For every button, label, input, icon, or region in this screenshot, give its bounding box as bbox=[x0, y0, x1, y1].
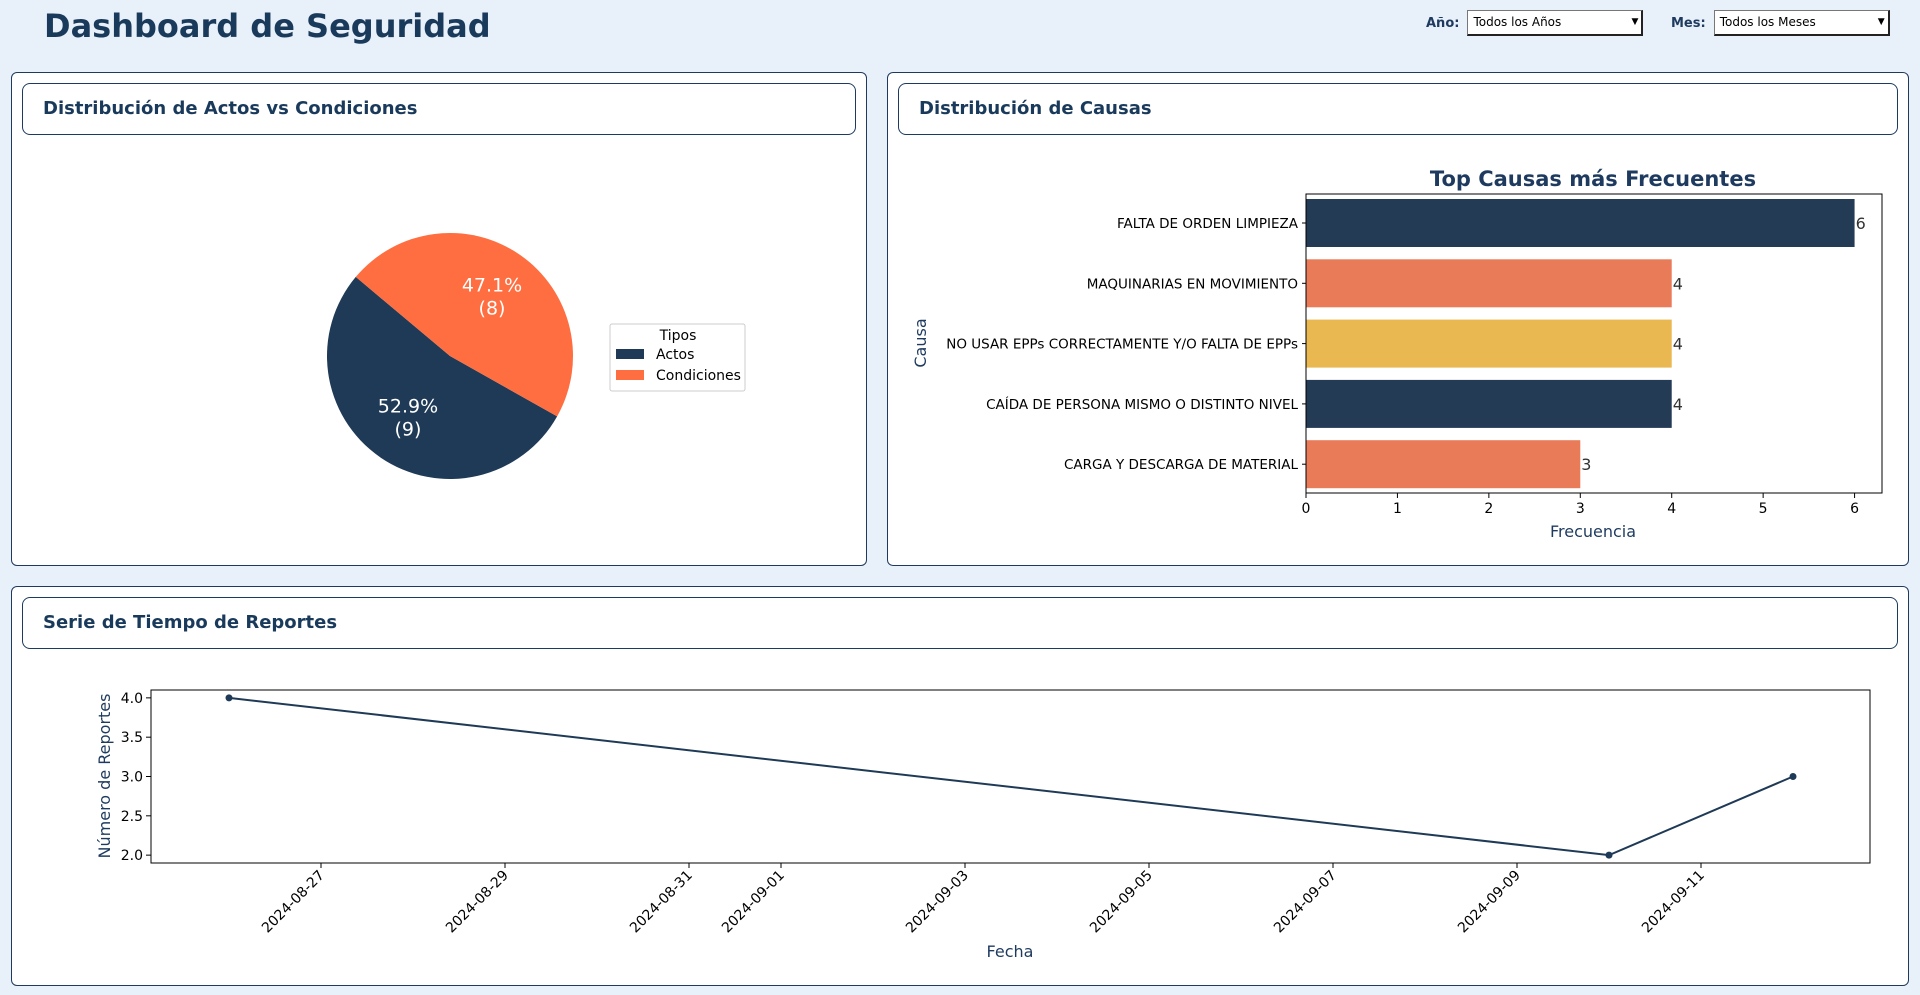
year-select-value: Todos los Años bbox=[1473, 15, 1562, 29]
month-filter: Mes: Todos los Meses ▼ bbox=[1671, 10, 1890, 36]
line-x-tick-label: 2024-09-03 bbox=[903, 868, 972, 937]
pie-percent-label: 47.1% bbox=[462, 274, 522, 296]
line-x-tick-label: 2024-09-07 bbox=[1271, 868, 1340, 937]
line-y-tick-label: 4.0 bbox=[121, 691, 143, 707]
line-point bbox=[1789, 773, 1797, 780]
legend-label-condiciones: Condiciones bbox=[656, 368, 741, 384]
line-y-tick-label: 2.5 bbox=[121, 809, 143, 825]
series-line bbox=[228, 696, 1794, 857]
bar-value-label: 4 bbox=[1673, 335, 1683, 354]
bar-5 bbox=[1306, 440, 1581, 489]
bar-panel: Distribución de Causas Top Causas más Fr… bbox=[887, 72, 1909, 566]
line-x-tick-label: 2024-09-11 bbox=[1639, 868, 1708, 937]
bar-x-tick-label: 5 bbox=[1759, 501, 1768, 517]
line-axes-frame bbox=[150, 689, 1871, 864]
pie-count-label: (9) bbox=[395, 419, 422, 441]
line-y-tick-label: 3.5 bbox=[121, 730, 143, 746]
bar-value-label: 6 bbox=[1856, 214, 1866, 233]
bar-x-tick-label: 3 bbox=[1576, 501, 1585, 517]
pie-slice-condiciones bbox=[355, 232, 573, 417]
bar-x-tick-label: 1 bbox=[1393, 501, 1402, 517]
bar-value-label: 4 bbox=[1673, 274, 1683, 293]
bar-category-label: MAQUINARIAS EN MOVIMIENTO bbox=[1087, 276, 1298, 292]
year-select[interactable]: Todos los Años ▼ bbox=[1467, 10, 1644, 36]
bar-category-label: FALTA DE ORDEN LIMPIEZA bbox=[1117, 216, 1299, 232]
pie-slice-actos bbox=[327, 276, 558, 479]
bar-value-label: 4 bbox=[1673, 395, 1683, 414]
month-select[interactable]: Todos los Meses ▼ bbox=[1713, 10, 1890, 36]
bar-chart-title: Top Causas más Frecuentes bbox=[1430, 167, 1756, 191]
bar-value-label: 3 bbox=[1581, 455, 1591, 474]
pie-panel: Distribución de Actos vs Condiciones 52.… bbox=[11, 72, 867, 566]
year-filter: Año: Todos los Años ▼ bbox=[1426, 10, 1644, 36]
year-filter-label: Año: bbox=[1426, 15, 1460, 31]
line-panel: Serie de Tiempo de Reportes 2.0 2.5 3.0 3.5… bbox=[11, 586, 1909, 986]
line-panel-title: Serie de Tiempo de Reportes bbox=[22, 597, 1898, 649]
month-filter-label: Mes: bbox=[1671, 15, 1706, 31]
bar-panel-title: Distribución de Causas bbox=[898, 83, 1898, 135]
line-x-tick-label: 2024-08-29 bbox=[443, 868, 512, 937]
bar-x-tick-label: 2 bbox=[1484, 501, 1493, 517]
pie-panel-title: Distribución de Actos vs Condiciones bbox=[22, 83, 856, 135]
bar-x-tick-label: 0 bbox=[1302, 501, 1311, 517]
chevron-down-icon: ▼ bbox=[1631, 17, 1639, 27]
bar-x-tick-label: 6 bbox=[1850, 501, 1859, 517]
bar-x-label: Frecuencia bbox=[1550, 522, 1636, 541]
page-title: Dashboard de Seguridad bbox=[44, 7, 491, 45]
line-y-tick-label: 3.0 bbox=[121, 770, 143, 786]
pie-chart: 52.9%(9) 47.1%(8) Tipos Actos Condiciones bbox=[327, 232, 746, 479]
line-y-label: Número de Reportes bbox=[95, 694, 114, 859]
bar-1 bbox=[1306, 199, 1855, 247]
line-x-tick-label: 2024-09-09 bbox=[1455, 868, 1524, 937]
line-point bbox=[1605, 851, 1613, 859]
bar-category-label: CARGA Y DESCARGA DE MATERIAL bbox=[1064, 457, 1299, 473]
bar-2 bbox=[1306, 259, 1672, 308]
pie-count-label: (8) bbox=[479, 297, 506, 319]
bar-chart: Top Causas más Frecuentes 6 FALTA DE ORDE… bbox=[911, 167, 1883, 541]
line-x-tick-label: 2024-08-31 bbox=[627, 868, 696, 937]
bar-category-label: NO USAR EPPs CORRECTAMENTE Y/O FALTA DE … bbox=[946, 337, 1298, 353]
chevron-down-icon: ▼ bbox=[1877, 17, 1885, 27]
bar-4 bbox=[1306, 379, 1672, 428]
legend-title: Tipos bbox=[659, 328, 697, 344]
pie-percent-label: 52.9% bbox=[378, 396, 438, 418]
line-x-label: Fecha bbox=[987, 942, 1034, 961]
bar-3 bbox=[1306, 319, 1672, 368]
legend-label-actos: Actos bbox=[656, 347, 694, 363]
bar-category-label: CAÍDA DE PERSONA MISMO O DISTINTO NIVEL bbox=[986, 396, 1298, 413]
line-x-tick-label: 2024-08-27 bbox=[259, 868, 328, 937]
bar-x-tick-label: 4 bbox=[1667, 501, 1676, 517]
bar-y-label: Causa bbox=[911, 318, 930, 367]
line-x-tick-label: 2024-09-05 bbox=[1087, 868, 1156, 937]
month-select-value: Todos los Meses bbox=[1719, 15, 1816, 29]
line-point bbox=[225, 694, 233, 702]
legend-swatch-actos bbox=[616, 349, 644, 359]
line-x-tick-label: 2024-09-01 bbox=[719, 868, 788, 937]
line-y-tick-label: 2.0 bbox=[121, 848, 143, 864]
line-chart: 2.0 2.5 3.0 3.5 4.0 2024-08-27 2024-08-29 2024-… bbox=[95, 689, 1871, 961]
legend-swatch-condiciones bbox=[616, 370, 644, 380]
